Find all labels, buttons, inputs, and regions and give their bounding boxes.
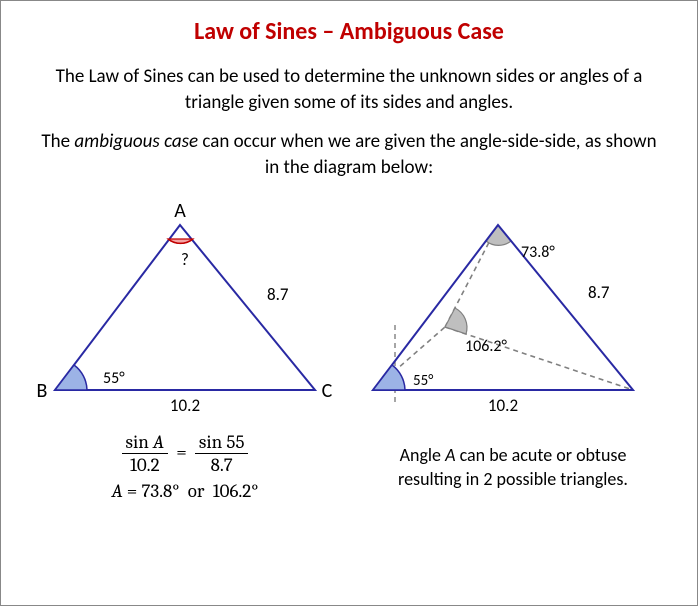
equals-sign: =: [176, 441, 187, 463]
equation-result: A = 73.8° or 106.2°: [25, 480, 345, 502]
paragraph-2: The ambiguous case can occur when we are…: [1, 129, 697, 180]
explanation-text: Angle A can be acute or obtuse resulting…: [353, 443, 673, 492]
angle-B-arc-right: [373, 365, 405, 390]
explain-line-2: resulting in 2 possible triangles.: [353, 467, 673, 491]
para2-post: can occur when we are given the angle-si…: [198, 130, 656, 179]
page-container: Law of Sines – Ambiguous Case The Law of…: [0, 0, 698, 606]
angle-B-label: 55°: [103, 369, 125, 388]
left-triangle-svg: A B C ? 55° 8.7 10.2: [25, 195, 345, 425]
frac2-num: sin 55: [195, 431, 249, 454]
side-AC-label-right: 8.7: [588, 282, 610, 303]
fraction-2: sin 55 8.7: [195, 431, 249, 476]
vertex-A-label: A: [174, 199, 186, 223]
para2-emphasis: ambiguous case: [74, 130, 198, 153]
angle-mid-arc: [445, 308, 467, 334]
vertex-B-label: B: [37, 379, 48, 403]
para2-pre: The: [41, 130, 74, 153]
equation-block: sin A 10.2 = sin 55 8.7 A = 73.8° or 106…: [25, 431, 345, 502]
paragraph-1: The Law of Sines can be used to determin…: [1, 64, 697, 115]
diagram-row: A B C ? 55° 8.7 10.2 sin A 10.2 = sin 55: [1, 195, 697, 502]
page-title: Law of Sines – Ambiguous Case: [1, 17, 697, 46]
equation-row: sin A 10.2 = sin 55 8.7: [25, 431, 345, 476]
side-BC-label-right: 10.2: [488, 395, 518, 416]
right-diagram-col: 73.8° 106.2° 55° 8.7 10.2 Angle A can be…: [353, 195, 673, 502]
left-diagram-col: A B C ? 55° 8.7 10.2 sin A 10.2 = sin 55: [25, 195, 345, 502]
angle-mid-label: 106.2°: [465, 337, 507, 356]
side-BC-label: 10.2: [170, 395, 200, 416]
angle-B-arc: [55, 365, 87, 390]
right-triangle-svg: 73.8° 106.2° 55° 8.7 10.2: [353, 195, 673, 425]
explain-post: can be acute or obtuse: [456, 444, 627, 466]
frac2-den: 8.7: [195, 454, 249, 476]
side-AC-label: 8.7: [267, 284, 289, 305]
frac1-den: 10.2: [122, 454, 168, 476]
vertex-C-label: C: [322, 379, 333, 403]
right-triangle: [373, 225, 633, 390]
angle-top-label: 73.8°: [521, 243, 555, 262]
fraction-1: sin A 10.2: [122, 431, 168, 476]
angle-unknown-label: ?: [181, 249, 189, 270]
explain-pre: Angle: [400, 444, 446, 466]
angle-B-label-right: 55°: [413, 372, 433, 390]
explain-line-1: Angle A can be acute or obtuse: [353, 443, 673, 467]
explain-A: A: [445, 444, 455, 466]
frac1-num: sin A: [122, 431, 168, 454]
